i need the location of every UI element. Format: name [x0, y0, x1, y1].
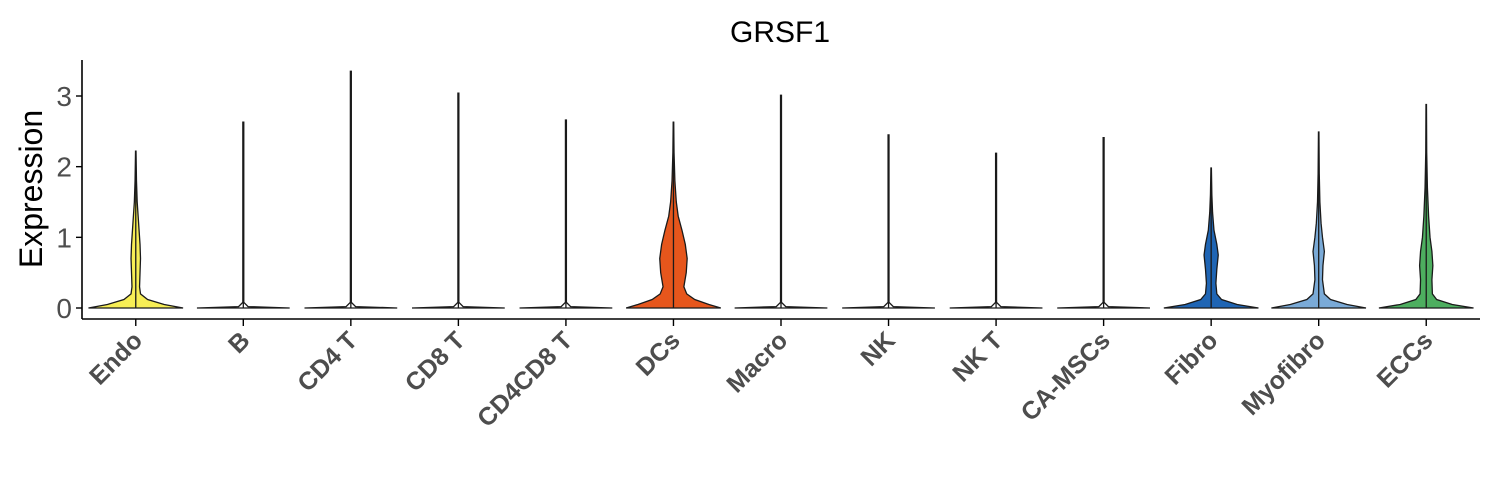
x-tick-label: NK T: [947, 326, 1008, 387]
chart-title: GRSF1: [730, 16, 830, 49]
x-tick-label: CD8 T: [400, 326, 471, 397]
x-tick-label: Myofibro: [1237, 326, 1331, 420]
x-tick-label: B: [223, 326, 256, 359]
x-tick-label: ECCs: [1372, 326, 1439, 393]
y-tick-label: 0: [56, 293, 72, 324]
x-tick-label: DCs: [631, 326, 686, 381]
y-axis-label: Expression: [13, 110, 49, 268]
x-tick-label: CD4CD8 T: [472, 326, 578, 432]
x-tick-label: NK: [855, 326, 900, 371]
x-tick-label: CD4 T: [292, 326, 363, 397]
x-tick-label: Endo: [84, 326, 148, 390]
y-tick-label: 2: [56, 152, 72, 183]
x-tick-label: CA-MSCs: [1016, 326, 1116, 426]
y-tick-label: 3: [56, 81, 72, 112]
y-tick-label: 1: [56, 222, 72, 253]
y-axis-ticks: 0 1 2 3: [56, 81, 82, 324]
x-tick-label: Fibro: [1159, 326, 1223, 390]
x-axis-ticks: Endo B CD4 T CD8 T CD4CD8 T DCs Macro NK NK T CA-…: [84, 319, 1438, 433]
violins: [88, 70, 1474, 309]
x-tick-label: Macro: [721, 326, 793, 398]
